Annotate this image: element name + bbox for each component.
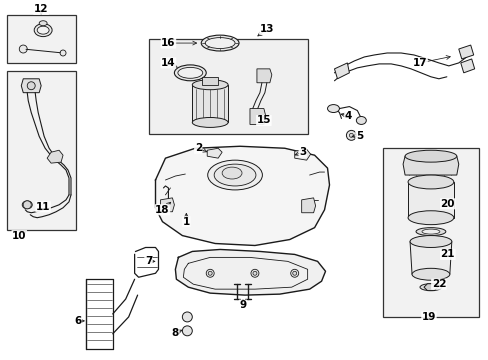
Polygon shape bbox=[155, 146, 329, 246]
Polygon shape bbox=[334, 63, 349, 79]
Circle shape bbox=[23, 201, 31, 209]
Ellipse shape bbox=[192, 80, 227, 90]
Text: 9: 9 bbox=[239, 300, 246, 310]
Ellipse shape bbox=[39, 21, 47, 26]
Polygon shape bbox=[256, 69, 271, 83]
Ellipse shape bbox=[411, 268, 449, 280]
Ellipse shape bbox=[178, 67, 203, 78]
Bar bbox=[148, 39, 307, 134]
Text: 10: 10 bbox=[12, 230, 26, 240]
Ellipse shape bbox=[407, 211, 453, 225]
Ellipse shape bbox=[415, 228, 445, 235]
Circle shape bbox=[60, 50, 66, 56]
Bar bbox=[7, 15, 76, 63]
Text: 8: 8 bbox=[171, 328, 179, 338]
Text: 7: 7 bbox=[144, 256, 152, 266]
Ellipse shape bbox=[214, 164, 255, 186]
Bar bbox=[383, 148, 478, 317]
Polygon shape bbox=[47, 150, 63, 163]
Text: 16: 16 bbox=[161, 38, 175, 48]
Polygon shape bbox=[21, 79, 41, 93]
Ellipse shape bbox=[356, 117, 366, 125]
Ellipse shape bbox=[419, 284, 441, 291]
Ellipse shape bbox=[222, 167, 242, 179]
Ellipse shape bbox=[407, 175, 453, 189]
Text: 17: 17 bbox=[412, 58, 427, 68]
Circle shape bbox=[250, 269, 258, 277]
Circle shape bbox=[206, 269, 214, 277]
Text: 15: 15 bbox=[256, 116, 270, 126]
Circle shape bbox=[346, 130, 356, 140]
Circle shape bbox=[182, 326, 192, 336]
Text: 12: 12 bbox=[34, 4, 48, 14]
Circle shape bbox=[208, 271, 212, 275]
Text: 13: 13 bbox=[259, 24, 274, 34]
Text: 3: 3 bbox=[299, 147, 305, 157]
Polygon shape bbox=[294, 149, 310, 160]
Ellipse shape bbox=[207, 160, 262, 190]
Polygon shape bbox=[458, 45, 473, 59]
Text: 22: 22 bbox=[431, 279, 445, 289]
Circle shape bbox=[27, 82, 35, 90]
Ellipse shape bbox=[205, 37, 235, 49]
Ellipse shape bbox=[192, 117, 227, 127]
Polygon shape bbox=[409, 242, 451, 274]
Circle shape bbox=[292, 271, 296, 275]
Ellipse shape bbox=[404, 150, 456, 162]
Text: 11: 11 bbox=[36, 202, 50, 212]
Circle shape bbox=[252, 271, 256, 275]
Text: 1: 1 bbox=[183, 217, 189, 227]
Circle shape bbox=[349, 133, 353, 137]
Polygon shape bbox=[160, 198, 174, 212]
Ellipse shape bbox=[37, 26, 49, 34]
Polygon shape bbox=[192, 85, 227, 122]
Bar bbox=[7, 71, 76, 230]
Text: 4: 4 bbox=[344, 111, 351, 121]
Text: 14: 14 bbox=[161, 58, 175, 68]
Ellipse shape bbox=[22, 201, 32, 209]
Ellipse shape bbox=[34, 24, 52, 37]
Polygon shape bbox=[202, 77, 218, 85]
Text: 6: 6 bbox=[74, 316, 81, 326]
Circle shape bbox=[19, 45, 27, 53]
Polygon shape bbox=[402, 156, 458, 175]
Ellipse shape bbox=[174, 65, 206, 81]
Ellipse shape bbox=[201, 35, 239, 51]
Circle shape bbox=[182, 312, 192, 322]
Polygon shape bbox=[460, 59, 474, 73]
Polygon shape bbox=[207, 148, 222, 158]
Ellipse shape bbox=[421, 229, 439, 234]
Text: 5: 5 bbox=[355, 131, 362, 141]
Ellipse shape bbox=[327, 105, 339, 113]
Polygon shape bbox=[301, 198, 315, 213]
Polygon shape bbox=[175, 249, 325, 295]
Text: 19: 19 bbox=[421, 312, 435, 322]
Polygon shape bbox=[423, 284, 437, 291]
Polygon shape bbox=[407, 182, 453, 218]
Polygon shape bbox=[249, 109, 265, 125]
Ellipse shape bbox=[409, 235, 451, 247]
Text: 2: 2 bbox=[194, 143, 202, 153]
Text: 21: 21 bbox=[440, 249, 454, 260]
Text: 18: 18 bbox=[155, 205, 169, 215]
Text: 20: 20 bbox=[440, 199, 454, 209]
Circle shape bbox=[290, 269, 298, 277]
